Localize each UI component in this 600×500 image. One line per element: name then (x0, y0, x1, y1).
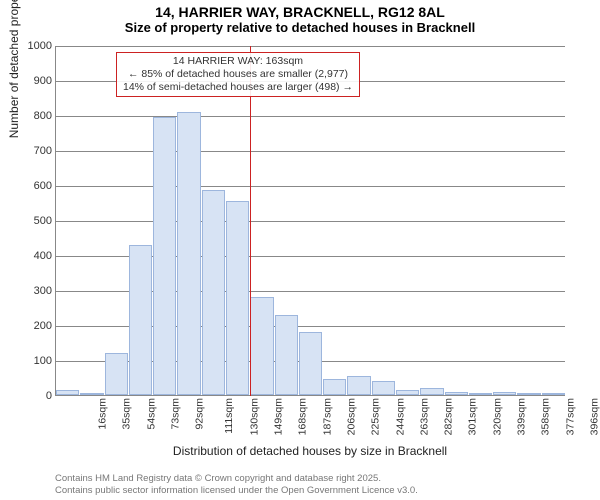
x-tick-label: 339sqm (515, 398, 527, 435)
x-tick-label: 377sqm (564, 398, 576, 435)
gridline (56, 221, 565, 222)
histogram-bar (153, 117, 176, 395)
annotation-line3: 14% of semi-detached houses are larger (… (123, 81, 353, 93)
y-tick-label: 1000 (18, 40, 52, 52)
y-tick-label: 0 (18, 390, 52, 402)
y-tick-label: 800 (18, 110, 52, 122)
x-axis-title: Distribution of detached houses by size … (55, 444, 565, 458)
y-tick-label: 200 (18, 320, 52, 332)
x-tick-label: 206sqm (345, 398, 357, 435)
x-tick-label: 282sqm (443, 398, 455, 435)
histogram-bar (202, 190, 225, 395)
histogram-bar (80, 393, 103, 395)
x-tick-label: 130sqm (248, 398, 260, 435)
x-tick-label: 358sqm (540, 398, 552, 435)
histogram-bar (250, 297, 273, 395)
histogram-bar (347, 376, 370, 395)
gridline (56, 46, 565, 47)
x-tick-label: 16sqm (97, 398, 109, 430)
x-tick-label: 92sqm (194, 398, 206, 430)
gridline (56, 151, 565, 152)
histogram-bar (445, 392, 468, 396)
gridline (56, 116, 565, 117)
page-subtitle: Size of property relative to detached ho… (0, 20, 600, 41)
y-tick-label: 500 (18, 215, 52, 227)
x-tick-label: 301sqm (467, 398, 479, 435)
x-ticks: 16sqm35sqm54sqm73sqm92sqm111sqm130sqm149… (55, 396, 565, 426)
marker-line (250, 46, 251, 396)
x-tick-label: 73sqm (170, 398, 182, 430)
x-tick-label: 168sqm (297, 398, 309, 435)
histogram-chart: Number of detached properties 0100200300… (55, 46, 565, 426)
x-tick-label: 54sqm (145, 398, 157, 430)
x-tick-label: 225sqm (370, 398, 382, 435)
marker-annotation: 14 HARRIER WAY: 163sqm ← 85% of detached… (116, 52, 360, 97)
x-tick-label: 35sqm (121, 398, 133, 430)
x-tick-label: 244sqm (394, 398, 406, 435)
histogram-bar (275, 315, 298, 396)
x-tick-label: 263sqm (418, 398, 430, 435)
x-tick-label: 111sqm (222, 398, 234, 434)
histogram-bar (299, 332, 322, 395)
histogram-bar (372, 381, 395, 395)
histogram-bar (420, 388, 443, 395)
annotation-line1: 14 HARRIER WAY: 163sqm (173, 55, 303, 67)
histogram-bar (105, 353, 128, 395)
y-tick-label: 300 (18, 285, 52, 297)
plot-area: 01002003004005006007008009001000 14 HARR… (55, 46, 565, 396)
histogram-bar (542, 393, 565, 395)
footer-line1: Contains HM Land Registry data © Crown c… (55, 473, 381, 484)
page-title: 14, HARRIER WAY, BRACKNELL, RG12 8AL (0, 0, 600, 20)
histogram-bar (56, 390, 79, 395)
y-tick-label: 900 (18, 75, 52, 87)
histogram-bar (129, 245, 152, 396)
y-tick-label: 700 (18, 145, 52, 157)
histogram-bar (226, 201, 249, 395)
gridline (56, 186, 565, 187)
histogram-bar (323, 379, 346, 395)
footer-line2: Contains public sector information licen… (55, 485, 418, 496)
annotation-line2: ← 85% of detached houses are smaller (2,… (128, 68, 348, 80)
histogram-bar (517, 393, 540, 395)
y-tick-label: 400 (18, 250, 52, 262)
histogram-bar (396, 390, 419, 395)
histogram-bar (469, 393, 492, 395)
y-tick-label: 600 (18, 180, 52, 192)
x-tick-label: 149sqm (273, 398, 285, 435)
x-tick-label: 187sqm (321, 398, 333, 435)
x-tick-label: 396sqm (588, 398, 600, 435)
histogram-bar (493, 392, 516, 396)
footer-credits: Contains HM Land Registry data © Crown c… (55, 473, 418, 496)
y-tick-label: 100 (18, 355, 52, 367)
x-tick-label: 320sqm (491, 398, 503, 435)
histogram-bar (177, 112, 200, 396)
